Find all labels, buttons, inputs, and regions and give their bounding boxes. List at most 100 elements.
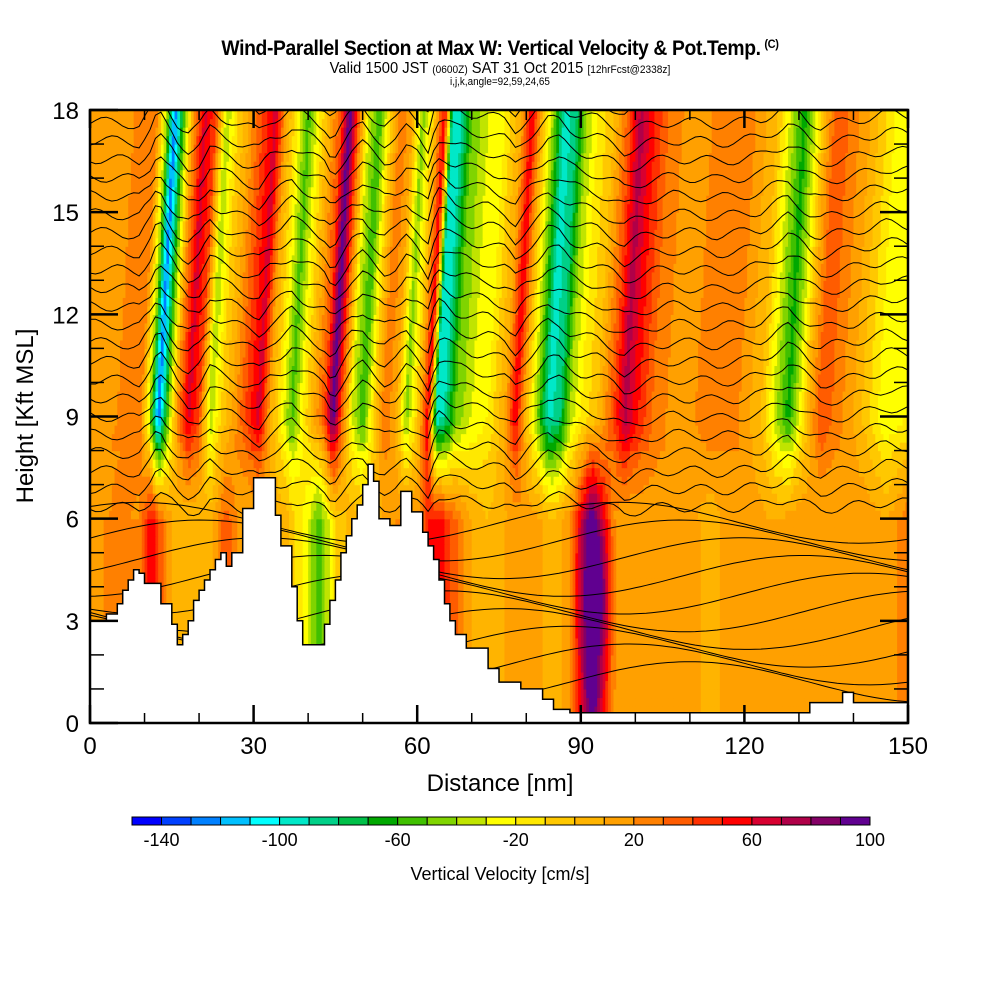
field-cell: [599, 680, 604, 690]
field-cell: [752, 612, 756, 622]
field-cell: [771, 637, 775, 647]
field-cell: [629, 671, 634, 682]
field-cell: [599, 603, 604, 613]
field-cell: [755, 620, 759, 630]
field-cell: [550, 688, 555, 699]
field-cell: [316, 629, 320, 639]
field-cell: [670, 646, 675, 656]
field-cell: [695, 697, 699, 707]
field-cell: [779, 646, 784, 656]
field-cell: [760, 620, 765, 630]
field-cell: [698, 663, 702, 673]
field-cell: [725, 620, 729, 630]
field-cell: [687, 671, 691, 682]
field-cell: [867, 629, 871, 639]
field-cell: [556, 663, 560, 673]
field-cell: [872, 603, 876, 613]
field-cell: [771, 654, 775, 665]
field-cell: [831, 603, 835, 613]
field-cell: [594, 620, 598, 630]
field-cell: [834, 688, 838, 699]
field-cell: [537, 663, 541, 673]
field-cell: [758, 646, 762, 656]
field-cell: [706, 705, 710, 716]
field-cell: [725, 688, 729, 699]
field-cell: [659, 663, 664, 673]
field-cell: [711, 697, 716, 707]
field-cell: [490, 620, 495, 630]
field-cell: [539, 612, 544, 622]
field-cell: [736, 705, 740, 716]
field-cell: [594, 646, 598, 656]
field-cell: [558, 620, 563, 630]
field-cell: [883, 663, 887, 673]
field-cell: [883, 646, 887, 656]
field-cell: [749, 646, 754, 656]
field-cell: [100, 595, 105, 605]
field-cell: [899, 671, 904, 682]
field-cell: [749, 705, 754, 716]
field-cell: [561, 637, 566, 647]
field-cell: [583, 663, 587, 673]
field-cell: [499, 637, 503, 647]
field-cell: [624, 697, 628, 707]
field-cell: [106, 603, 110, 613]
field-cell: [499, 654, 503, 665]
field-cell: [640, 629, 645, 639]
field-cell: [828, 654, 833, 665]
field-cell: [638, 671, 642, 682]
field-cell: [708, 697, 713, 707]
field-cell: [657, 688, 661, 699]
field-cell: [717, 671, 721, 682]
field-cell: [782, 654, 786, 665]
field-cell: [98, 603, 102, 613]
field-cell: [869, 612, 874, 622]
field-cell: [624, 671, 628, 682]
field-cell: [515, 612, 519, 622]
field-cell: [714, 637, 718, 647]
field-cell: [861, 671, 865, 682]
field-cell: [869, 671, 874, 682]
field-cell: [610, 671, 615, 682]
field-cell: [520, 671, 525, 682]
field-cell: [738, 646, 743, 656]
field-cell: [692, 654, 696, 665]
field-cell: [613, 697, 617, 707]
field-cell: [796, 629, 800, 639]
field-cell: [673, 654, 677, 665]
field-cell: [782, 697, 786, 707]
field-cell: [837, 612, 841, 622]
field-cell: [528, 603, 533, 613]
field-cell: [785, 603, 789, 613]
field-cell: [171, 603, 176, 613]
field-cell: [834, 620, 838, 630]
field-cell: [678, 697, 683, 707]
field-cell: [749, 612, 754, 622]
field-cell: [520, 646, 525, 656]
field-cell: [733, 637, 737, 647]
field-cell: [316, 595, 320, 605]
field-cell: [796, 705, 800, 716]
field-cell: [747, 671, 751, 682]
valid-date: SAT 31 Oct 2015: [472, 60, 584, 77]
field-cell: [616, 629, 620, 639]
field-cell: [782, 688, 786, 699]
field-cell: [711, 654, 716, 665]
field-cell: [588, 603, 593, 613]
field-cell: [548, 620, 552, 630]
field-cell: [545, 671, 549, 682]
field-cell: [640, 654, 645, 665]
field-cell: [886, 620, 890, 630]
field-cell: [528, 637, 533, 647]
field-cell: [537, 646, 541, 656]
field-cell: [613, 705, 617, 716]
field-cell: [834, 663, 838, 673]
field-cell: [733, 629, 737, 639]
field-cell: [583, 646, 587, 656]
field-cell: [509, 663, 514, 673]
field-cell: [766, 688, 770, 699]
field-cell: [899, 637, 904, 647]
field-cell: [796, 646, 800, 656]
field-cell: [474, 612, 478, 622]
field-cell: [820, 612, 825, 622]
